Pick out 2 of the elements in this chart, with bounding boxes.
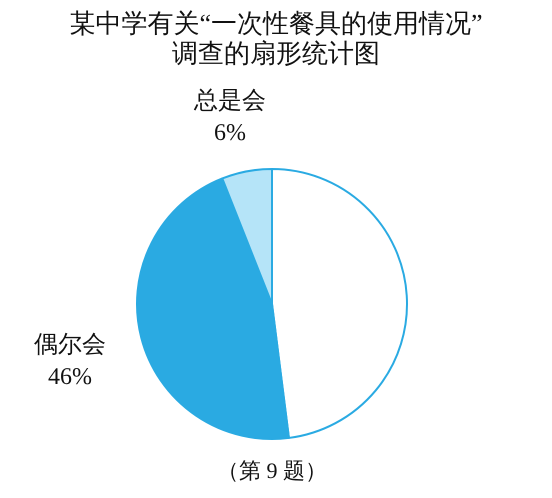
text: （第 9 题） [217, 458, 327, 483]
chart-title: 某中学有关“一次性餐具的使用情况” 调查的扇形统计图 [69, 9, 483, 68]
